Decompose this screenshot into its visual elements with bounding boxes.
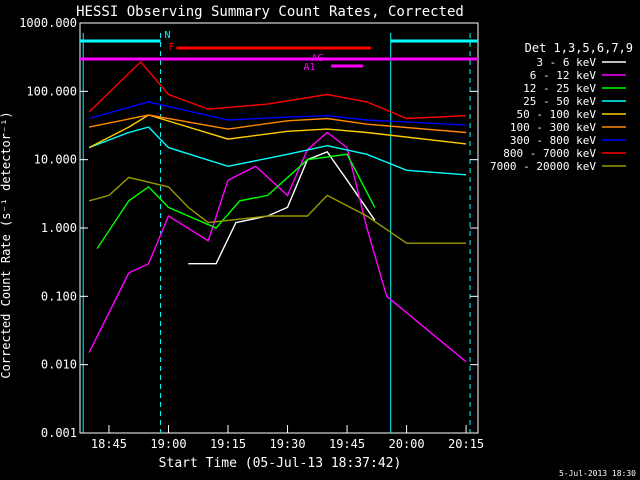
timestamp: 5-Jul-2013 18:30 [559, 469, 636, 478]
legend-entry-label: 3 - 6 keV [536, 56, 596, 69]
flag-label-n: N [165, 30, 171, 41]
legend-entry-label: 300 - 800 keV [510, 134, 596, 147]
legend-entry-label: 12 - 25 keV [523, 82, 596, 95]
series-line [96, 153, 376, 249]
x-tick-label: 19:45 [329, 437, 365, 451]
series-line [88, 60, 467, 120]
series-layer [88, 60, 467, 363]
legend-entry-label: 7000 - 20000 keV [490, 160, 596, 173]
series-line [88, 114, 467, 149]
y-tick-label: 0.010 [41, 358, 77, 372]
x-tick-label: 20:15 [448, 437, 484, 451]
chart-title: HESSI Observing Summary Count Rates, Cor… [76, 4, 464, 20]
flag-label-f: F [168, 42, 174, 53]
legend-entry-label: 6 - 12 keV [530, 69, 597, 82]
series-line [88, 126, 467, 176]
y-tick-label: 1.000 [41, 221, 77, 235]
legend-entry-label: 25 - 50 keV [523, 95, 596, 108]
legend-entry-label: 100 - 300 keV [510, 121, 596, 134]
x-tick-label: 19:15 [210, 437, 246, 451]
y-tick-label: 10.000 [34, 153, 77, 167]
y-axis-label: Corrected Count Rate (s⁻¹ detector⁻¹) [0, 111, 13, 378]
y-tick-label: 1000.000 [19, 16, 77, 30]
axis-layer: 18:45 19:00 19:15 19:30 19:45 20:00 20:15 1000.… [19, 16, 484, 451]
legend-entry-label: 50 - 100 keV [517, 108, 597, 121]
x-axis-label: Start Time (05-Jul-13 18:37:42) [159, 456, 402, 471]
flag-label-a1: A1 [303, 62, 315, 73]
y-tick-label: 0.100 [41, 289, 77, 303]
x-tick-label: 19:30 [269, 437, 305, 451]
x-tick-label: 20:00 [389, 437, 425, 451]
x-tick-label: 19:00 [150, 437, 186, 451]
series-line [88, 114, 467, 134]
series-line [88, 176, 467, 244]
legend-title: Det 1,3,5,6,7,9 [525, 41, 633, 55]
y-tick-label: 100.000 [26, 84, 77, 98]
x-tick-label: 18:45 [91, 437, 127, 451]
series-line [188, 151, 376, 265]
y-tick-label: 0.001 [41, 426, 77, 440]
legend-entry-label: 800 - 7000 keV [503, 147, 596, 160]
flag-label-ag: AG [311, 53, 323, 64]
series-line [88, 101, 467, 126]
